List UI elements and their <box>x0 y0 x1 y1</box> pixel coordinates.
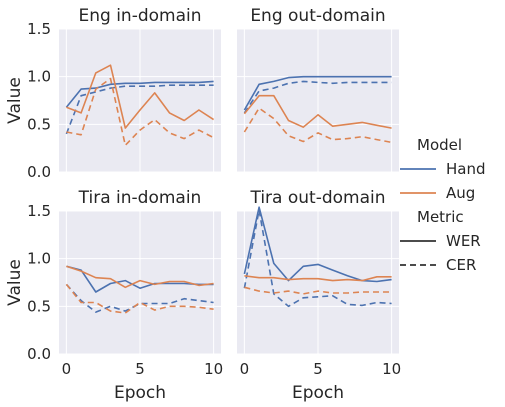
series-line-hand-cer <box>65 84 214 135</box>
y-axis-label: Value <box>5 259 25 306</box>
x-tick-label: 10 <box>382 360 401 378</box>
y-tick-label: 0.0 <box>27 345 51 363</box>
x-axis-label: Epoch <box>114 383 166 403</box>
panel-2: Tira in-domain 0.0 0.5 1.0 1.5 Value 0 5 10 Epoch <box>5 188 223 403</box>
y-tick-label: 0.5 <box>27 297 51 315</box>
legend-entry-wer: WER <box>446 232 481 250</box>
x-tick-label: 0 <box>240 360 250 378</box>
x-tick-label: 10 <box>204 360 223 378</box>
y-tick-label: 1.5 <box>27 20 51 38</box>
legend-entry-aug: Aug <box>446 184 475 202</box>
series-line-aug-wer <box>244 275 392 282</box>
panel-3: Tira out-domain 0 5 10 Epoch <box>237 188 401 403</box>
legend-entry-cer: CER <box>446 256 476 274</box>
legend-title-metric: Metric <box>417 208 464 226</box>
series-line-hand-cer <box>243 209 392 308</box>
panel-0: Eng in-domain 0.0 0.5 1.0 1.5 Value <box>5 6 221 181</box>
y-axis-label: Value <box>5 77 25 124</box>
series-line-hand-wer <box>243 206 392 283</box>
series-line-aug-cer <box>244 286 392 295</box>
series-line-aug-cer <box>243 107 392 144</box>
legend-title-model: Model <box>417 136 462 154</box>
chart-panels: Eng in-domain 0.0 0.5 1.0 1.5 Value Eng out-do… <box>5 6 401 403</box>
x-tick-label: 5 <box>135 360 145 378</box>
panel-title: Eng in-domain <box>78 6 201 26</box>
series-line-hand-cer <box>65 283 214 313</box>
panel-title: Tira out-domain <box>249 188 385 208</box>
y-tick-label: 0.5 <box>27 115 51 133</box>
x-tick-label: 5 <box>313 360 323 378</box>
series-line-aug-cer <box>66 77 214 147</box>
x-tick-label: 0 <box>62 360 72 378</box>
series-line-aug-wer <box>243 94 392 129</box>
series-line-aug-wer <box>66 64 215 129</box>
legend-entry-hand: Hand <box>446 160 486 178</box>
legend: Model Hand Aug Metric WER CER <box>400 136 486 274</box>
panel-1: Eng out-domain <box>237 6 399 173</box>
series-line-aug-wer <box>66 265 214 289</box>
series-line-hand-wer <box>243 75 392 111</box>
y-tick-label: 0.0 <box>27 163 51 181</box>
series-line-aug-cer <box>65 283 214 314</box>
panel-title: Tira in-domain <box>78 188 202 208</box>
x-axis-label: Epoch <box>292 383 344 403</box>
series-line-hand-cer <box>243 80 392 114</box>
y-tick-label: 1.0 <box>27 250 51 268</box>
y-tick-label: 1.0 <box>27 68 51 86</box>
y-tick-label: 1.5 <box>27 202 51 220</box>
series-line-hand-wer <box>66 265 214 293</box>
panel-title: Eng out-domain <box>250 6 385 26</box>
